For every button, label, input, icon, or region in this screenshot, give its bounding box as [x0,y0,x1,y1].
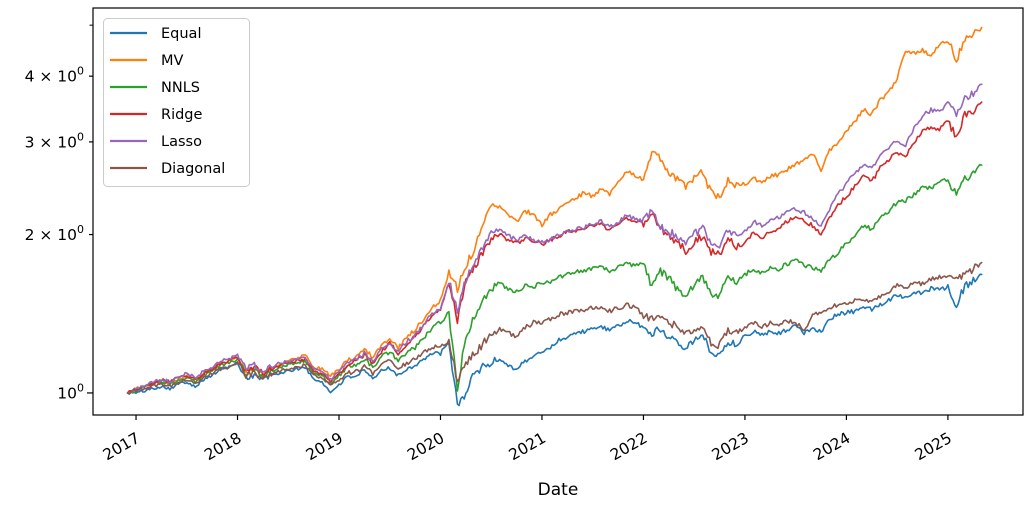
x-tick-label-2021: 2021 [506,429,549,464]
series-line-nnls [126,163,983,394]
x-tick-label-2018: 2018 [201,429,244,464]
x-tick-label-2024: 2024 [810,429,853,464]
x-tick-label-2017: 2017 [100,429,143,464]
legend: Equal MV NNLS Ridge Lasso Diagonal [103,18,250,187]
series-lines [126,26,983,407]
series-line-diagonal [126,261,983,395]
series-line-equal [126,273,983,407]
legend-label-ridge: Ridge [161,107,203,123]
legend-label-nnls: NNLS [161,80,200,96]
legend-label-mv: MV [161,53,184,69]
series-line-mv [126,26,983,394]
legend-entry-lasso: Lasso [110,134,202,150]
y-tick-label-1: 100 [57,381,84,402]
legend-entry-ridge: Ridge [110,107,203,123]
legend-label-diagonal: Diagonal [161,161,225,177]
legend-entry-nnls: NNLS [110,80,200,96]
plot-border [92,7,1024,416]
legend-label-equal: Equal [161,26,201,42]
x-tick-label-2019: 2019 [303,429,346,464]
x-axis-title: Date [538,480,579,500]
x-tick-label-2020: 2020 [404,429,447,464]
y-tick-label-4: 4 × 100 [25,65,84,86]
series-line-ridge [126,101,983,394]
legend-entry-equal: Equal [110,26,201,42]
y-tick-label-2: 2 × 100 [25,223,84,244]
legend-entry-mv: MV [110,53,184,69]
x-tick-label-2023: 2023 [709,429,752,464]
x-tick-label-2022: 2022 [607,429,650,464]
y-tick-label-3: 3 × 100 [25,130,84,151]
x-tick-label-2025: 2025 [912,429,955,464]
series-line-lasso [126,83,983,394]
legend-entry-diagonal: Diagonal [110,161,225,177]
legend-label-lasso: Lasso [161,134,202,150]
